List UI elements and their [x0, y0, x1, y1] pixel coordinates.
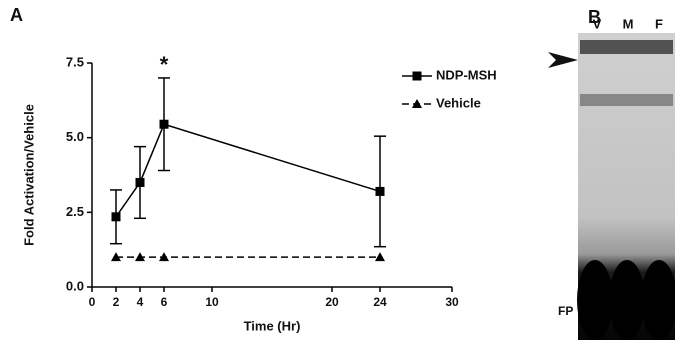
x-tick-label: 4 — [137, 295, 144, 309]
x-tick-label: 10 — [205, 295, 219, 309]
y-tick-label: 2.5 — [66, 204, 84, 219]
gel-label: FP — [558, 304, 573, 318]
significance-marker: * — [160, 52, 169, 77]
x-tick-label: 6 — [161, 295, 168, 309]
panel-label: A — [10, 5, 23, 25]
y-tick-label: 7.5 — [66, 54, 84, 69]
lane-label: F — [655, 16, 663, 31]
lane-label: V — [593, 16, 602, 31]
series-line — [116, 124, 380, 217]
gel-image — [548, 33, 675, 340]
y-tick-label: 5.0 — [66, 129, 84, 144]
y-tick-label: 0.0 — [66, 278, 84, 293]
x-tick-label: 30 — [445, 295, 459, 309]
figure: A Fold Activation/Vehicle Time (Hr) * B … — [0, 0, 675, 340]
legend-label: Vehicle — [436, 95, 481, 110]
data-point — [112, 212, 121, 221]
data-point — [136, 178, 145, 187]
legend-label: NDP-MSH — [436, 67, 497, 82]
data-point — [160, 120, 169, 129]
x-axis-label: Time (Hr) — [244, 318, 301, 333]
y-axis-label: Fold Activation/Vehicle — [21, 104, 36, 246]
x-tick-label: 0 — [89, 295, 96, 309]
x-tick-label: 20 — [325, 295, 339, 309]
x-tick-label: 2 — [113, 295, 120, 309]
lane-label: M — [623, 16, 634, 31]
x-tick-label: 24 — [373, 295, 387, 309]
data-point — [375, 252, 385, 261]
data-point — [376, 187, 385, 196]
legend-marker — [413, 72, 422, 81]
